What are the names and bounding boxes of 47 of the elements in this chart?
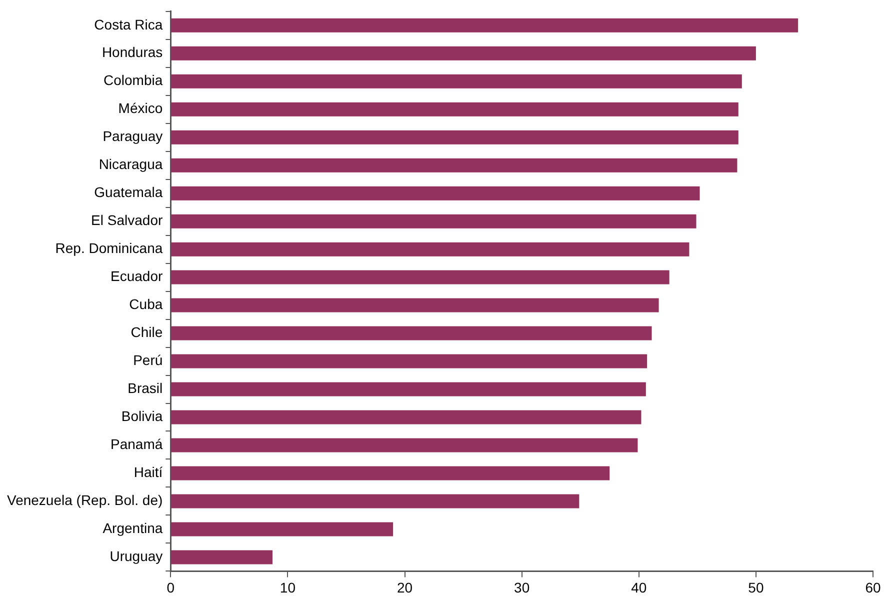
bar: [171, 522, 394, 536]
y-tick-label: El Salvador: [91, 212, 163, 228]
y-tick-label: Rep. Dominicana: [55, 240, 163, 256]
y-tick-label: Perú: [133, 352, 163, 368]
y-tick-label: Honduras: [102, 44, 163, 60]
bar: [171, 214, 696, 228]
y-tick-label: México: [118, 100, 163, 116]
y-tick-label: Cuba: [129, 296, 163, 312]
bar: [171, 74, 742, 88]
bar: [171, 326, 652, 340]
bar: [171, 494, 580, 508]
bar: [171, 438, 638, 452]
bar: [171, 270, 670, 284]
x-tick-label: 20: [396, 579, 413, 596]
bar: [171, 354, 648, 368]
y-tick-label: Chile: [130, 324, 163, 340]
y-tick-label: Panamá: [110, 436, 163, 452]
bar: [171, 298, 659, 312]
x-tick-label: 30: [514, 579, 530, 596]
y-tick-label: Argentina: [102, 520, 163, 536]
y-tick-label: Haití: [134, 464, 163, 480]
bar: [171, 46, 756, 60]
y-tick-label: Uruguay: [110, 548, 163, 564]
bar: [171, 158, 738, 172]
bar: [171, 130, 738, 144]
y-tick-label: Colombia: [104, 72, 163, 88]
x-tick-label: 40: [631, 579, 647, 596]
bar: [171, 466, 610, 480]
x-tick-label: 10: [280, 579, 296, 596]
y-tick-label: Venezuela (Rep. Bol. de): [7, 492, 163, 508]
y-tick-label: Bolivia: [121, 408, 163, 424]
x-tick-label: 50: [748, 579, 764, 596]
y-tick-label: Nicaragua: [98, 156, 163, 172]
bar: [171, 102, 738, 116]
x-tick-label: 60: [865, 579, 881, 596]
bar: [171, 242, 690, 256]
bar: [171, 186, 700, 200]
y-tick-label: Ecuador: [110, 268, 163, 284]
y-tick-label: Costa Rica: [94, 16, 163, 32]
bar: [171, 18, 798, 32]
bar: [171, 410, 642, 424]
x-tick-label: 0: [166, 579, 175, 596]
y-tick-label: Brasil: [128, 380, 163, 396]
bar: [171, 382, 646, 396]
y-tick-label: Paraguay: [102, 128, 163, 144]
y-tick-label: Guatemala: [94, 184, 163, 200]
bar: [171, 550, 272, 564]
